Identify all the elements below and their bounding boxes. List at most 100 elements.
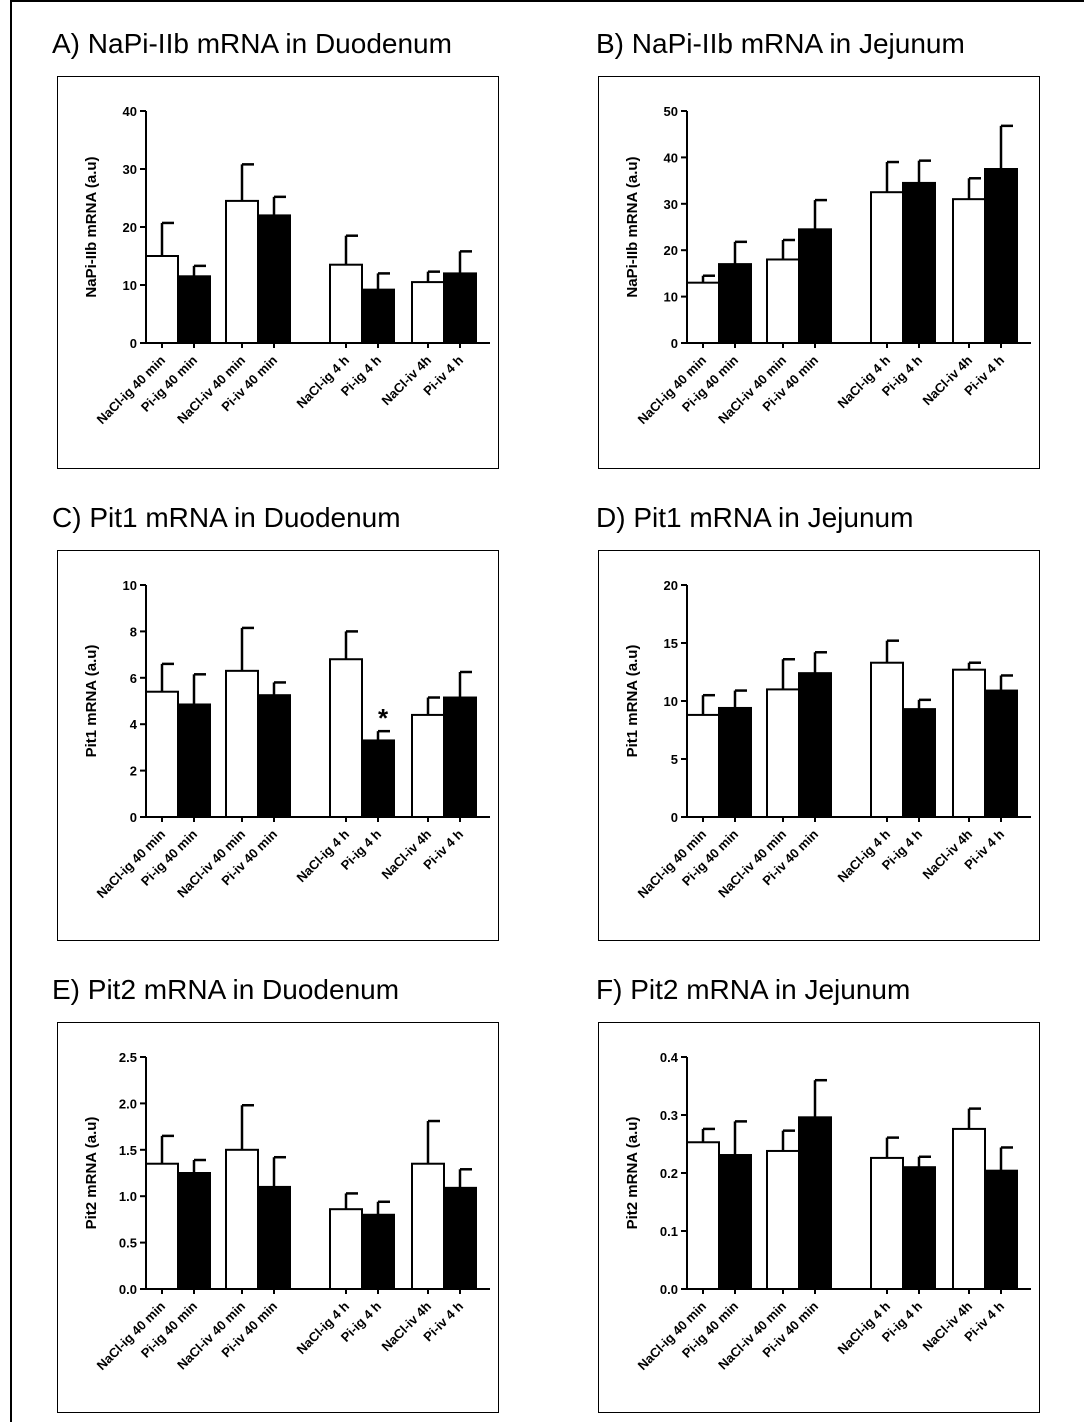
y-axis-label: NaPi-IIb mRNA (a.u) — [83, 156, 100, 297]
bar — [225, 1148, 259, 1290]
bar — [798, 672, 832, 818]
panel-b-title: B) NaPi-IIb mRNA in Jejunum — [596, 28, 965, 59]
x-tick-label: NaCl-iv 4h — [379, 352, 435, 408]
bar — [361, 288, 395, 344]
bar — [902, 1166, 936, 1290]
bar — [411, 1162, 445, 1290]
x-tick-label: NaCl-iv 4h — [920, 352, 976, 408]
bar — [984, 168, 1018, 344]
y-axis-label: Pit1 mRNA (a.u) — [624, 645, 641, 758]
bar — [984, 689, 1018, 818]
y-tick-label: 4 — [130, 717, 138, 732]
y-tick-label: 0 — [130, 810, 137, 825]
y-axis-label: Pit1 mRNA (a.u) — [83, 645, 100, 758]
bar — [361, 739, 395, 818]
y-axis-label: NaPi-IIb mRNA (a.u) — [624, 156, 641, 297]
y-tick-label: 0.2 — [660, 1166, 678, 1181]
y-tick-label: 50 — [664, 104, 678, 119]
y-tick-label: 1.0 — [119, 1189, 137, 1204]
y-tick-label: 30 — [123, 162, 137, 177]
y-axis-label: Pit2 mRNA (a.u) — [83, 1117, 100, 1230]
bar — [984, 1169, 1018, 1290]
panel-a-title: A) NaPi-IIb mRNA in Duodenum — [52, 28, 452, 59]
panel-c-title: C) Pit1 mRNA in Duodenum — [52, 502, 401, 533]
bar — [952, 668, 986, 819]
bar — [870, 661, 904, 818]
y-tick-label: 20 — [664, 243, 678, 258]
y-tick-label: 0.3 — [660, 1108, 678, 1123]
bar — [145, 255, 179, 344]
y-tick-label: 40 — [664, 150, 678, 165]
y-tick-label: 6 — [130, 671, 137, 686]
panel-c-plot-box: 0 2 4 6 8 10 Pit1 mRNA (a.u) NaCl-ig 40 min Pi-i… — [57, 550, 499, 941]
figure: A) NaPi-IIb mRNA in Duodenum 0 10 20 30 40 Na… — [10, 0, 1084, 1422]
bar — [443, 1186, 477, 1291]
y-tick-label: 0.0 — [119, 1282, 137, 1297]
bar — [902, 181, 936, 344]
bar — [766, 688, 800, 818]
bar — [718, 706, 752, 819]
bar — [411, 281, 445, 345]
bar — [329, 658, 363, 818]
panel-a-plot-box: 0 10 20 30 40 NaPi-IIb mRNA (a.u) NaCl-ig 40 m… — [57, 76, 499, 469]
bar — [257, 1185, 291, 1290]
y-tick-label: 0.5 — [119, 1236, 137, 1251]
y-tick-label: 20 — [664, 578, 678, 593]
y-tick-label: 20 — [123, 220, 137, 235]
bar — [686, 281, 720, 344]
bar — [177, 1172, 211, 1290]
y-tick-label: 10 — [123, 278, 137, 293]
bar — [443, 272, 477, 344]
bar — [798, 228, 832, 345]
bar — [177, 703, 211, 818]
panel-d-title: D) Pit1 mRNA in Jejunum — [596, 502, 914, 533]
panel-d-plot-box: 0 5 10 15 20 Pit1 mRNA (a.u) NaCl-ig 40 min Pi-… — [598, 550, 1040, 941]
x-tick-label: NaCl-iv 4h — [379, 1298, 435, 1354]
bar — [718, 1154, 752, 1290]
bar — [177, 275, 211, 344]
x-tick-label: NaCl-iv 4h — [920, 826, 976, 882]
bar — [952, 1127, 986, 1290]
y-tick-label: 0.1 — [660, 1224, 678, 1239]
y-tick-label: 0 — [130, 336, 137, 351]
y-axis-label: Pit2 mRNA (a.u) — [624, 1117, 641, 1230]
y-tick-label: 10 — [123, 578, 137, 593]
y-tick-label: 2 — [130, 764, 137, 779]
bar — [718, 263, 752, 344]
panel-e-plot-box: 0.0 0.5 1.0 1.5 2.0 2.5 Pit2 mRNA (a.u) NaCl-ig… — [57, 1022, 499, 1413]
y-tick-label: 10 — [664, 694, 678, 709]
y-tick-label: 8 — [130, 624, 137, 639]
bar — [145, 690, 179, 818]
bar — [411, 713, 445, 818]
bar — [870, 1156, 904, 1290]
bar — [686, 713, 720, 818]
y-tick-label: 15 — [664, 636, 678, 651]
y-tick-label: 0 — [671, 810, 678, 825]
bar — [798, 1116, 832, 1290]
bar — [225, 199, 259, 345]
y-tick-label: 40 — [123, 104, 137, 119]
y-tick-label: 5 — [671, 752, 678, 767]
x-tick-label: NaCl-iv 4h — [379, 826, 435, 882]
bar — [257, 214, 291, 344]
y-tick-label: 0.0 — [660, 1282, 678, 1297]
panel-e-title: E) Pit2 mRNA in Duodenum — [52, 974, 400, 1005]
x-tick-label: NaCl-iv 4h — [920, 1298, 976, 1354]
bar — [257, 694, 291, 818]
significance-marker: * — [378, 703, 389, 733]
panel-f-plot-box: 0.0 0.1 0.2 0.3 0.4 Pit2 mRNA (a.u) NaCl-ig 40… — [598, 1022, 1040, 1413]
y-tick-label: 0.4 — [660, 1050, 679, 1065]
bar — [902, 708, 936, 818]
bar — [225, 669, 259, 818]
